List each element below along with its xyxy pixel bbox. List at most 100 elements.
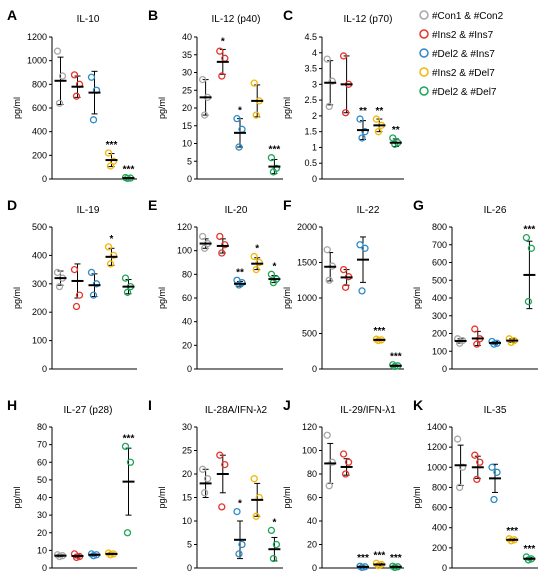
data-point [252,512,260,520]
data-point [527,244,536,252]
y-tick-label: 700 [432,240,447,250]
data-point [216,232,224,241]
data-point [200,111,209,119]
panel-letter: J [283,397,291,413]
data-point [216,47,224,55]
significance-label: * [272,261,276,272]
data-point [524,556,533,564]
data-point [235,281,243,289]
data-point [72,553,81,562]
data-point [488,463,496,471]
y-tick-label: 100 [302,446,317,456]
data-point [121,442,130,451]
panel-letter: C [283,7,293,23]
data-point [104,243,113,251]
y-tick-label: 80 [307,469,317,479]
panel-letter: D [7,197,17,213]
y-tick-label: 10 [37,545,47,555]
legend-label: #Del2 & #Ins7 [432,49,495,60]
significance-label: ** [392,125,400,136]
y-tick-label: 80 [37,422,47,432]
y-tick-label: 0 [312,563,317,573]
data-point [471,451,479,459]
y-tick-label: 15 [182,493,192,503]
legend-marker [419,48,429,58]
y-tick-label: 60 [307,493,317,503]
data-point [476,458,484,466]
y-tick-label: 400 [432,293,447,303]
data-point [339,265,348,274]
data-point [507,338,515,347]
y-tick-label: 2000 [297,222,317,232]
data-point [70,265,79,274]
y-tick-label: 800 [432,222,447,232]
significance-label: ** [376,106,384,117]
legend: #Con1 & #Con2 #Ins2 & #Ins7 #Del2 & #Ins7 #… [419,10,504,98]
y-tick-label: 40 [37,493,47,503]
y-tick-label: 100 [432,346,447,356]
y-tick-label: 1000 [427,462,447,472]
data-point [75,291,84,299]
y-axis-label: pg/ml [282,287,292,309]
data-point [221,241,229,249]
data-point [325,276,333,284]
data-point [87,73,96,81]
data-point [361,128,369,136]
y-tick-label: 1 [312,142,317,152]
y-tick-label: 5 [187,540,192,550]
y-tick-label: 0 [42,364,47,374]
y-tick-label: 200 [32,150,47,160]
chart-title: IL-28A/IFN-λ2 [205,405,268,416]
y-tick-label: 20 [37,528,47,538]
y-tick-label: 40 [182,317,192,327]
chart-title: IL-26 [484,205,507,216]
panel-letter: F [283,197,292,213]
y-axis-label: pg/ml [282,486,292,508]
data-point [250,252,258,261]
data-point [269,554,278,563]
data-point [198,75,207,84]
y-axis-label: pg/ml [282,97,292,119]
data-point [358,287,366,295]
y-tick-label: 25 [182,446,192,456]
panel-letter: G [413,197,424,213]
chart-title: IL-29/IFN-λ1 [340,405,396,416]
y-tick-label: 60 [37,457,47,467]
data-point [267,270,276,278]
y-tick-label: 60 [182,293,192,303]
y-tick-label: 400 [32,250,47,260]
data-point [87,268,96,277]
y-tick-label: 120 [302,422,317,432]
y-tick-label: 400 [432,523,447,533]
data-point [325,102,333,111]
data-point [493,468,501,476]
significance-label: *** [357,553,369,564]
y-tick-label: 3.5 [304,64,317,74]
data-point [72,92,81,100]
data-point [323,246,331,254]
significance-label: *** [506,526,518,537]
y-tick-label: 0 [187,563,192,573]
significance-label: *** [374,326,386,337]
y-tick-label: 100 [32,336,47,346]
significance-label: ** [359,106,367,117]
data-point [53,268,62,277]
data-point [109,251,118,260]
data-point [361,244,369,252]
data-point [55,99,64,107]
data-point [358,134,366,142]
y-tick-label: 80 [182,269,192,279]
data-point [524,297,533,306]
data-point [126,458,135,466]
panel-d: D IL-19 pg/ml 0 100 200 300 400 500 * [7,197,137,374]
y-tick-label: 4.5 [304,32,317,42]
data-point [328,77,336,85]
data-point [323,431,331,439]
panel-letter: B [148,7,158,23]
y-axis-label: pg/ml [157,287,167,309]
y-tick-label: 1500 [297,258,317,268]
data-point [356,115,364,123]
data-point [341,283,350,292]
significance-label: *** [269,145,281,156]
